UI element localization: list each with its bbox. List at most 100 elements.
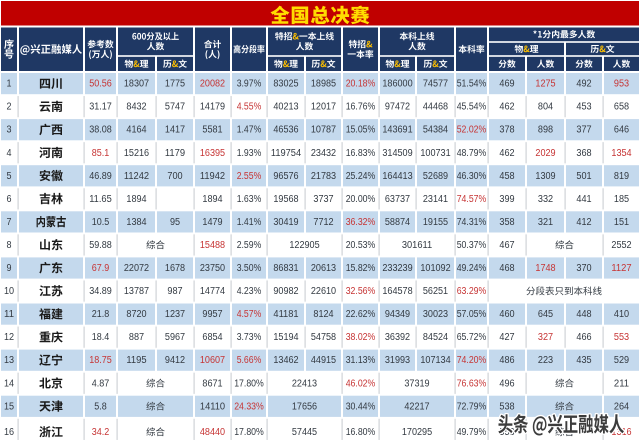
svg-text:51.54%: 51.54% <box>457 79 487 90</box>
svg-text:16.76%: 16.76% <box>346 102 376 113</box>
svg-text:42217: 42217 <box>404 401 430 412</box>
svg-text:468: 468 <box>499 263 515 274</box>
svg-text:5.8: 5.8 <box>94 401 107 412</box>
svg-text:74.31%: 74.31% <box>457 217 487 228</box>
svg-text:378: 378 <box>499 125 515 136</box>
svg-text:22413: 22413 <box>292 378 318 389</box>
svg-text:370: 370 <box>576 263 592 274</box>
svg-text:32.56%: 32.56% <box>346 286 376 297</box>
svg-text:3737: 3737 <box>313 194 334 205</box>
svg-text:20.53%: 20.53% <box>346 240 376 251</box>
svg-text:1894: 1894 <box>126 194 147 205</box>
svg-text:58874: 58874 <box>385 217 411 228</box>
svg-text:264: 264 <box>614 401 630 412</box>
svg-text:14774: 14774 <box>200 286 226 297</box>
svg-text:52.02%: 52.02% <box>457 125 487 136</box>
svg-text:13787: 13787 <box>124 286 150 297</box>
svg-text:410: 410 <box>614 309 630 320</box>
svg-text:458: 458 <box>499 171 515 182</box>
svg-text:211: 211 <box>614 378 630 389</box>
svg-text:1195: 1195 <box>126 355 147 366</box>
svg-text:15216: 15216 <box>124 148 150 159</box>
svg-text:327: 327 <box>538 332 554 343</box>
svg-text:16.80%: 16.80% <box>346 427 376 438</box>
svg-text:453: 453 <box>576 102 592 113</box>
svg-text:15.82%: 15.82% <box>346 263 376 274</box>
svg-text:1309: 1309 <box>535 171 556 182</box>
svg-text:17.80%: 17.80% <box>234 427 264 438</box>
svg-text:16: 16 <box>4 427 14 438</box>
svg-text:94349: 94349 <box>385 309 411 320</box>
svg-text:107134: 107134 <box>420 355 451 366</box>
svg-text:2.59%: 2.59% <box>237 240 262 251</box>
svg-text:2552: 2552 <box>611 240 632 251</box>
svg-text:1179: 1179 <box>165 148 186 159</box>
svg-text:16395: 16395 <box>200 148 226 159</box>
svg-text:38.08: 38.08 <box>89 125 112 136</box>
svg-text:7: 7 <box>7 217 12 228</box>
svg-text:5: 5 <box>7 171 12 182</box>
svg-text:45.54%: 45.54% <box>457 102 487 113</box>
svg-text:1275: 1275 <box>535 79 556 90</box>
svg-text:40213: 40213 <box>273 102 299 113</box>
svg-text:987: 987 <box>167 286 183 297</box>
svg-text:30.44%: 30.44% <box>346 401 376 412</box>
svg-text:119754: 119754 <box>271 148 302 159</box>
svg-text:321: 321 <box>538 217 554 228</box>
svg-text:15488: 15488 <box>200 240 226 251</box>
svg-text:9957: 9957 <box>202 309 223 320</box>
svg-text:18307: 18307 <box>124 79 150 90</box>
svg-text:1.63%: 1.63% <box>237 194 262 205</box>
svg-text:223: 223 <box>538 355 554 366</box>
svg-text:23750: 23750 <box>200 263 226 274</box>
svg-text:314509: 314509 <box>382 148 413 159</box>
svg-text:21783: 21783 <box>311 171 337 182</box>
svg-text:1417: 1417 <box>165 125 186 136</box>
svg-text:5747: 5747 <box>165 102 186 113</box>
svg-text:74.20%: 74.20% <box>457 355 487 366</box>
svg-text:19155: 19155 <box>423 217 449 228</box>
svg-text:95: 95 <box>170 217 180 228</box>
svg-text:57.05%: 57.05% <box>457 309 487 320</box>
svg-text:469: 469 <box>499 79 515 90</box>
svg-text:21.8: 21.8 <box>92 309 110 320</box>
svg-text:1127: 1127 <box>611 263 632 274</box>
svg-text:466: 466 <box>576 332 592 343</box>
svg-text:122905: 122905 <box>289 240 320 251</box>
svg-text:65.72%: 65.72% <box>457 332 487 343</box>
svg-text:36392: 36392 <box>385 332 411 343</box>
svg-text:22072: 22072 <box>124 263 150 274</box>
svg-text:1775: 1775 <box>165 79 186 90</box>
svg-text:10: 10 <box>4 286 14 297</box>
svg-text:14110: 14110 <box>200 401 226 412</box>
svg-text:31993: 31993 <box>385 355 411 366</box>
svg-text:6: 6 <box>7 194 12 205</box>
svg-text:8671: 8671 <box>202 378 223 389</box>
svg-text:501: 501 <box>576 171 592 182</box>
svg-text:1237: 1237 <box>165 309 186 320</box>
svg-text:34.89: 34.89 <box>89 286 112 297</box>
svg-text:377: 377 <box>576 125 592 136</box>
svg-text:24.33%: 24.33% <box>234 401 264 412</box>
svg-text:9412: 9412 <box>165 355 186 366</box>
svg-text:15.05%: 15.05% <box>346 125 376 136</box>
svg-text:13462: 13462 <box>273 355 299 366</box>
svg-text:41181: 41181 <box>273 309 299 320</box>
svg-text:46536: 46536 <box>273 125 299 136</box>
svg-text:14: 14 <box>4 378 14 389</box>
svg-text:38.02%: 38.02% <box>346 332 376 343</box>
svg-text:18.75: 18.75 <box>89 355 112 366</box>
svg-text:17.80%: 17.80% <box>234 378 264 389</box>
svg-text:448: 448 <box>576 309 592 320</box>
svg-text:30023: 30023 <box>423 309 449 320</box>
svg-text:427: 427 <box>499 332 515 343</box>
svg-text:52689: 52689 <box>423 171 449 182</box>
svg-text:49.24%: 49.24% <box>457 263 487 274</box>
svg-text:4.57%: 4.57% <box>237 309 262 320</box>
svg-text:57445: 57445 <box>292 427 318 438</box>
svg-text:1894: 1894 <box>202 194 223 205</box>
svg-text:1: 1 <box>7 79 12 90</box>
svg-text:8: 8 <box>7 240 12 251</box>
svg-text:101092: 101092 <box>420 263 451 274</box>
svg-text:100731: 100731 <box>420 148 451 159</box>
